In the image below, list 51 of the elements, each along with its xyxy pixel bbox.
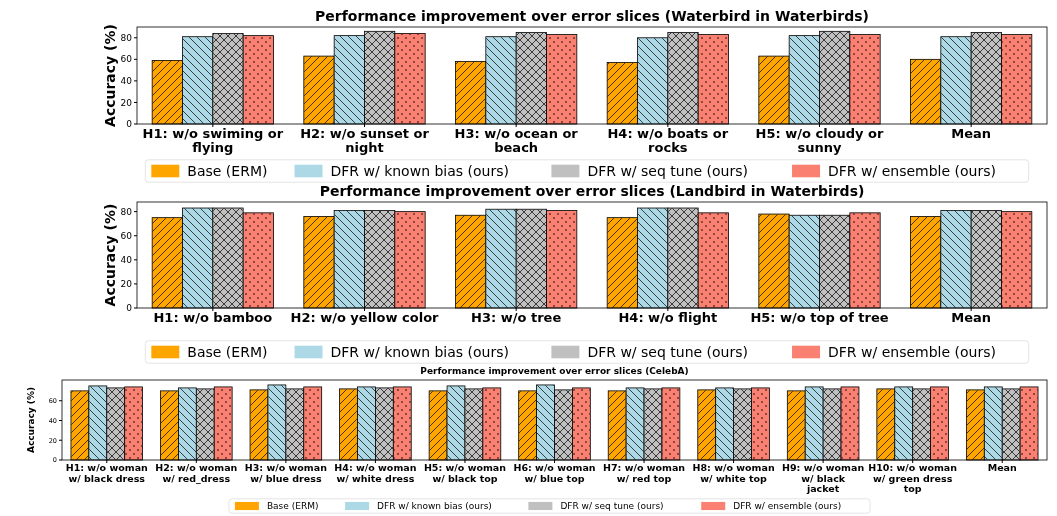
- legend-label: DFR w/ seq tune (ours): [587, 162, 748, 179]
- x-tick-label: H4: w/o boats or rocks: [607, 126, 729, 156]
- x-tick-label: H3: w/o woman w/ blue dress: [244, 462, 328, 484]
- x-tick-label: H5: w/o cloudy or sunny: [755, 126, 885, 156]
- legend-label: DFR w/ seq tune (ours): [560, 501, 664, 512]
- x-tick-label: H1: w/o woman w/ black dress: [65, 462, 149, 484]
- x-tick-label: H6: w/o woman w/ blue top: [513, 462, 596, 484]
- chart-title: Performance improvement over error slices (Waterbird in Waterbirds): [315, 8, 869, 24]
- legend-label: DFR w/ known bias (ours): [330, 162, 509, 179]
- y-tick-label: 80: [120, 32, 133, 43]
- x-tick-label: H2: w/o yellow color: [290, 310, 440, 326]
- legend-label: DFR w/ ensemble (ours): [733, 501, 842, 512]
- x-tick-label: H3: w/o ocean or beach: [454, 126, 579, 156]
- y-tick-label: 40: [120, 76, 133, 87]
- x-tick-label: H5: w/o top of tree: [750, 310, 889, 326]
- x-tick-label: Mean: [951, 126, 992, 142]
- legend-label: DFR w/ ensemble (ours): [828, 162, 996, 179]
- x-tick-label: H4: w/o flight: [618, 310, 718, 326]
- y-axis-title: Accuracy (%): [102, 24, 118, 127]
- x-tick-label: H2: w/o woman w/ red_dress: [155, 462, 238, 484]
- y-tick-label: 60: [120, 54, 133, 65]
- y-tick-label: 20: [120, 279, 133, 290]
- legend-label: DFR w/ ensemble (ours): [828, 343, 996, 360]
- x-tick-label: H9: w/o woman w/ black jacket: [782, 462, 865, 494]
- legend-label: DFR w/ known bias (ours): [377, 501, 492, 512]
- x-tick-label: H7: w/o woman w/ red top: [602, 462, 686, 484]
- x-tick-label: H3: w/o tree: [471, 310, 562, 326]
- legend-label: Base (ERM): [266, 501, 319, 512]
- x-tick-label: H8: w/o woman w/ white top: [692, 462, 775, 484]
- legend-label: DFR w/ seq tune (ours): [587, 343, 748, 360]
- chart-title: Performance improvement over error slices (Landbird in Waterbirds): [319, 183, 865, 199]
- y-axis-title: Accuracy (%): [26, 386, 36, 454]
- x-tick-label: Mean: [951, 310, 992, 326]
- x-tick-label: H1: w/o bamboo: [153, 310, 273, 326]
- chart-title: Performance improvement over error slices (CelebA): [420, 366, 689, 376]
- y-tick-label: 20: [120, 97, 133, 108]
- y-tick-label: 0: [126, 119, 133, 130]
- legend-label: DFR w/ known bias (ours): [330, 343, 509, 360]
- y-axis-title: Accuracy (%): [102, 203, 118, 307]
- y-tick-label: 40: [120, 254, 133, 265]
- y-tick-label: 60: [120, 230, 133, 241]
- y-tick-label: 80: [120, 206, 133, 217]
- x-tick-label: Mean: [987, 462, 1017, 474]
- legend-label: Base (ERM): [187, 343, 268, 360]
- x-tick-label: H1: w/o swiming or flying: [142, 126, 284, 156]
- x-tick-label: H2: w/o sunset or night: [300, 126, 430, 156]
- legend-label: Base (ERM): [187, 162, 268, 179]
- x-tick-label: H5: w/o woman w/ black top: [423, 462, 507, 484]
- x-tick-label: H10: w/o woman w/ green dress top: [868, 462, 958, 494]
- y-tick-label: 0: [126, 303, 133, 314]
- x-tick-label: H4: w/o woman w/ white dress: [334, 462, 417, 484]
